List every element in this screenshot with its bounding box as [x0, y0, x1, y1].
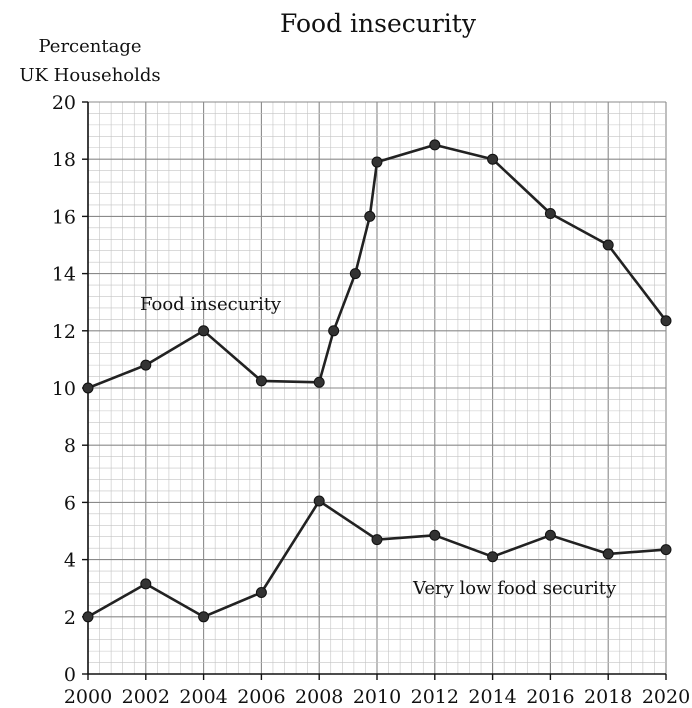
series-label-very-low-food-security: Very low food security [412, 578, 617, 599]
data-point-food-insecurity [429, 139, 441, 151]
series-line-food-insecurity [87, 143, 668, 390]
data-point-very-low-food-security [487, 551, 499, 563]
data-point-very-low-food-security [544, 529, 556, 541]
data-point-very-low-food-security [602, 548, 614, 560]
data-point-food-insecurity [198, 325, 210, 337]
y-tick-label: 4 [64, 550, 76, 572]
chart-title: Food insecurity [280, 9, 477, 38]
data-point-very-low-food-security [429, 529, 441, 541]
x-tick-label: 2020 [642, 686, 690, 708]
x-tick-label: 2008 [295, 686, 343, 708]
y-tick-label: 14 [52, 264, 76, 286]
series [82, 139, 672, 623]
y-tick-label: 16 [52, 206, 76, 228]
data-point-food-insecurity [313, 376, 325, 388]
data-point-food-insecurity [349, 268, 361, 280]
data-point-food-insecurity [364, 210, 376, 222]
data-point-very-low-food-security [660, 544, 672, 556]
data-point-food-insecurity [371, 156, 383, 168]
data-point-food-insecurity [328, 325, 340, 337]
data-point-food-insecurity [140, 359, 152, 371]
data-point-food-insecurity [255, 375, 267, 387]
data-point-very-low-food-security [198, 611, 210, 623]
data-point-very-low-food-security [140, 578, 152, 590]
x-tick-label: 2010 [353, 686, 401, 708]
x-tick-label: 2012 [411, 686, 459, 708]
x-tick-label: 2002 [122, 686, 170, 708]
x-tick-label: 2016 [526, 686, 574, 708]
data-point-food-insecurity [602, 239, 614, 251]
y-tick-label: 8 [64, 435, 76, 457]
data-point-food-insecurity [82, 382, 94, 394]
data-point-very-low-food-security [255, 586, 267, 598]
y-tick-label: 2 [64, 607, 76, 629]
data-point-very-low-food-security [313, 495, 325, 507]
grid [87, 101, 667, 675]
data-point-food-insecurity [487, 153, 499, 165]
tick-labels: 2000 2002 2004 2006 2008 2010 2012 2014 2016 2018… [52, 92, 690, 708]
y-tick-label: 18 [52, 149, 76, 171]
y-tick-label: 0 [64, 664, 76, 686]
y-axis-label-line1: Percentage [38, 36, 141, 57]
data-point-food-insecurity [544, 208, 556, 220]
x-tick-label: 2014 [468, 686, 516, 708]
y-tick-label: 10 [52, 378, 76, 400]
series-label-food-insecurity: Food insecurity [140, 294, 282, 315]
y-tick-label: 20 [52, 92, 76, 114]
y-tick-label: 12 [52, 321, 76, 343]
x-tick-label: 2006 [237, 686, 285, 708]
y-axis-label-line2: UK Households [19, 65, 160, 86]
x-tick-label: 2018 [584, 686, 632, 708]
data-point-very-low-food-security [371, 534, 383, 546]
x-tick-label: 2004 [179, 686, 227, 708]
x-tick-label: 2000 [64, 686, 112, 708]
data-point-food-insecurity [660, 315, 672, 327]
data-point-very-low-food-security [82, 611, 94, 623]
y-tick-label: 6 [64, 492, 76, 514]
